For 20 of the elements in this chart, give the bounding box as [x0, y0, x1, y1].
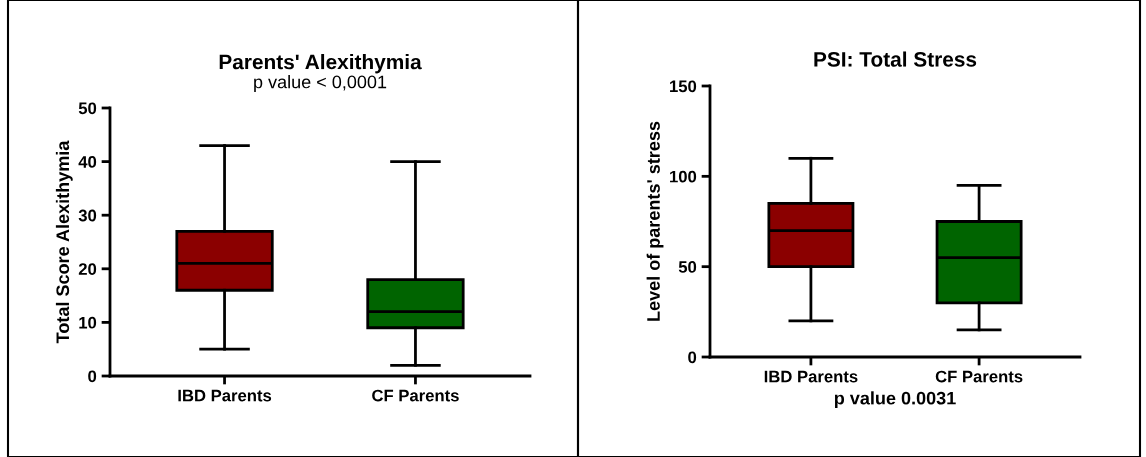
y-tick-label: 10	[79, 316, 97, 329]
y-tick-label: 0	[88, 370, 97, 383]
y-tick-label: 30	[78, 209, 97, 222]
y-tick-label: 50	[78, 102, 97, 115]
y-tick-label: 0	[688, 351, 697, 364]
y-tick-label: 50	[678, 261, 697, 273]
chart-title: PSI: Total Stress	[814, 51, 977, 67]
x-tick-label: IBD Parents	[178, 389, 272, 402]
chart-subtitle: p value < 0,0001	[254, 75, 387, 92]
y-tick-label: 20	[78, 263, 97, 275]
x-axis-title: p value 0.0031	[834, 391, 956, 409]
x-tick-label: CF Parents	[372, 389, 459, 402]
y-tick-label: 40	[78, 156, 97, 168]
y-axis-title: Level of parents' stress	[646, 121, 664, 321]
y-tick-label: 100	[670, 170, 697, 183]
x-tick-label: IBD Parents	[764, 370, 858, 383]
y-tick-label: 150	[670, 80, 697, 93]
x-tick-label: CF Parents	[935, 370, 1023, 383]
chart-title: Parents' Alexithymia	[219, 54, 422, 74]
y-axis-title: Total Score Alexithymia	[55, 140, 73, 344]
